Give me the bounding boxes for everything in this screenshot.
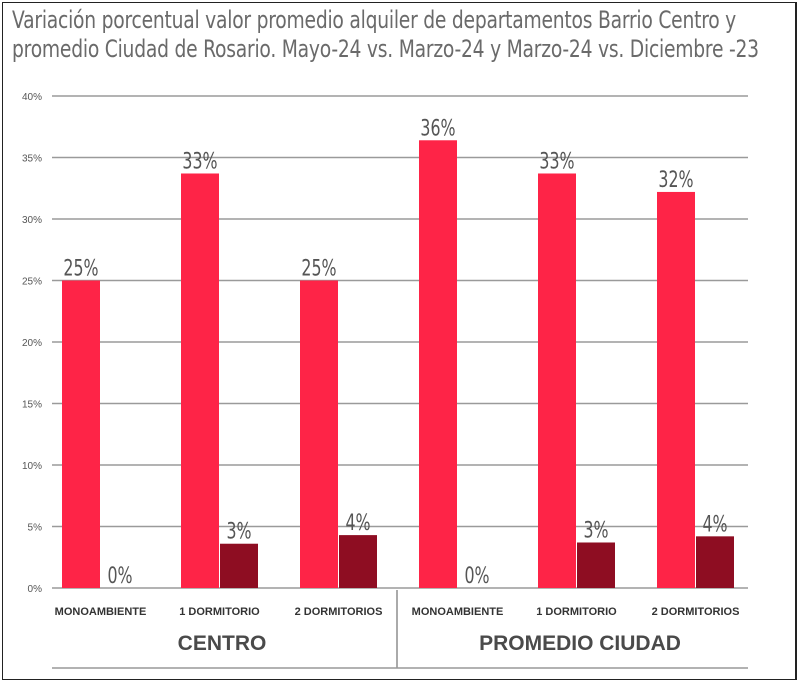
y-tick-label: 25% <box>22 277 42 288</box>
y-tick-label: 40% <box>22 92 42 103</box>
category-label: MONOAMBIENTE <box>55 606 147 618</box>
chart-title-line-1: Variación porcentual valor promedio alqu… <box>12 6 737 34</box>
y-tick-label: 15% <box>22 400 42 411</box>
bar <box>577 542 615 588</box>
data-label: 3% <box>226 518 251 544</box>
data-label: 4% <box>702 511 727 537</box>
bar <box>339 535 377 588</box>
category-label: 1 DORMITORIO <box>179 606 260 618</box>
bar <box>696 536 734 588</box>
data-label: 4% <box>345 509 370 535</box>
y-tick-label: 20% <box>22 338 42 349</box>
y-tick-label: 30% <box>22 215 42 226</box>
data-label: 0% <box>464 562 489 588</box>
bar <box>220 543 258 588</box>
group-label: CENTRO <box>178 632 267 655</box>
bar <box>181 173 219 589</box>
data-label: 33% <box>182 148 217 174</box>
category-label: 1 DORMITORIO <box>536 606 617 618</box>
y-tick-label: 5% <box>28 523 43 534</box>
data-label: 25% <box>63 255 98 281</box>
bar <box>62 280 100 588</box>
data-label: 0% <box>107 562 132 588</box>
data-label: 32% <box>658 166 693 192</box>
category-label: 2 DORMITORIOS <box>652 606 740 618</box>
category-label: 2 DORMITORIOS <box>295 606 383 618</box>
y-tick-label: 0% <box>28 584 43 595</box>
bar <box>657 191 695 588</box>
data-label: 3% <box>583 517 608 543</box>
group-label: PROMEDIO CIUDAD <box>479 632 681 655</box>
data-label: 36% <box>420 115 455 141</box>
y-tick-label: 35% <box>22 154 42 165</box>
bar <box>300 280 338 588</box>
y-tick-label: 10% <box>22 461 42 472</box>
category-label: MONOAMBIENTE <box>412 606 504 618</box>
data-label: 33% <box>539 148 574 174</box>
bar <box>538 173 576 589</box>
data-label: 25% <box>301 255 336 281</box>
bar <box>419 140 457 588</box>
